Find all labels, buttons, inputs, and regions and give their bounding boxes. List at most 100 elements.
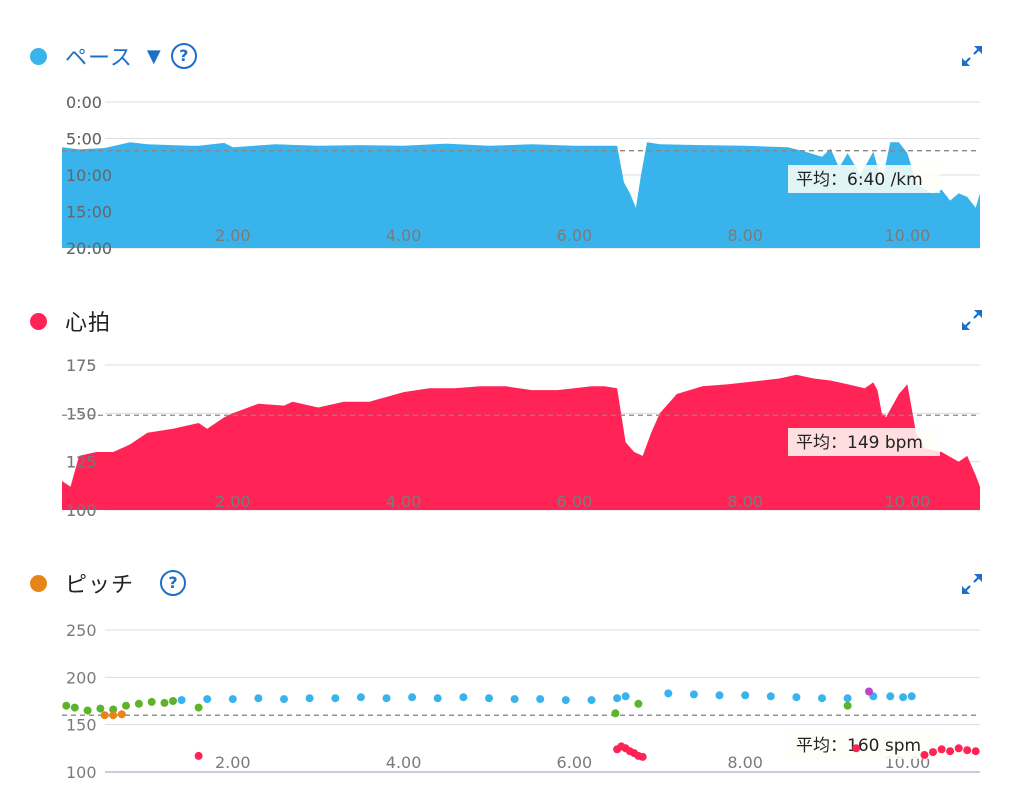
- cadence-point: [83, 706, 92, 715]
- heart-rate-title: 心拍: [65, 311, 112, 336]
- pace-x-tick-label: 10.00: [885, 226, 931, 245]
- cadence-point: [954, 744, 963, 753]
- cadence-point: [177, 696, 186, 705]
- cadence-point: [134, 699, 143, 708]
- pace-panel: ペース ▼ ? 0:005:0010:0015:0020:000:005:001…: [0, 0, 1024, 265]
- cadence-point: [929, 748, 937, 757]
- cadence-point: [331, 694, 340, 703]
- hr-average-label: 平均：149 bpm: [796, 433, 923, 453]
- heart-rate-panel: 心拍 1751501251001751501251002.004.006.008…: [0, 265, 1024, 535]
- expand-icon[interactable]: [960, 308, 984, 332]
- cadence-point: [818, 694, 826, 703]
- pace-x-tick-label: 2.00: [215, 226, 251, 245]
- cadence-point: [109, 705, 118, 714]
- cadence-point: [254, 694, 263, 703]
- pace-title: ペース: [65, 46, 133, 71]
- pace-y-tick-label: 5:00: [66, 130, 102, 149]
- hr-x-tick-label: 4.00: [386, 492, 422, 511]
- expand-icon[interactable]: [960, 572, 984, 596]
- cadence-point: [971, 747, 980, 756]
- cadence-point: [792, 693, 801, 702]
- cadence-point: [510, 695, 519, 704]
- cadence-point: [561, 696, 570, 705]
- cadence-point: [433, 694, 442, 703]
- cadence-point: [96, 704, 105, 713]
- cadence-point: [122, 701, 130, 710]
- cadence-x-tick-label: 4.00: [386, 753, 422, 772]
- hr-y-tick-label-overlay: 100: [66, 501, 97, 520]
- cadence-y-tick-label: 150: [66, 716, 97, 735]
- hr-x-tick-label: 6.00: [557, 492, 593, 511]
- pace-x-tick-label: 8.00: [727, 226, 763, 245]
- cadence-y-tick-label: 200: [66, 668, 97, 687]
- cadence-point: [280, 695, 288, 704]
- cadence-point: [356, 693, 365, 702]
- cadence-y-tick-label: 100: [66, 763, 97, 782]
- cadence-point: [766, 692, 775, 701]
- cadence-point: [843, 701, 852, 710]
- pace-y-tick-label-overlay: 10:00: [66, 166, 112, 185]
- cadence-point: [100, 711, 109, 720]
- cadence-point: [459, 693, 468, 702]
- hr-x-tick-label: 10.00: [885, 492, 931, 511]
- help-circle-icon[interactable]: ?: [170, 43, 197, 69]
- cadence-point: [194, 751, 203, 760]
- cadence-panel: ピッチ ? 250 200 150 100 2.00 4.00 6.00 8.00 10.00 平…: [0, 535, 1024, 807]
- cadence-point: [638, 752, 647, 761]
- cadence-point: [160, 698, 169, 707]
- cadence-point: [203, 695, 212, 704]
- expand-icon[interactable]: [960, 44, 984, 68]
- cadence-point: [689, 690, 698, 699]
- cadence-point: [852, 744, 861, 753]
- cadence-legend-dot: [30, 574, 47, 592]
- cadence-point: [741, 691, 750, 700]
- cadence-point: [843, 694, 852, 703]
- cadence-point: [715, 691, 724, 700]
- hr-x-tick-label: 8.00: [727, 492, 763, 511]
- cadence-x-tick-label: 8.00: [727, 753, 763, 772]
- hr-average-label-bg: [788, 428, 940, 456]
- cadence-point: [886, 692, 895, 701]
- cadence-point: [147, 697, 156, 706]
- cadence-point: [899, 693, 908, 702]
- hr-y-tick-label: 150: [66, 404, 97, 423]
- cadence-point: [169, 697, 177, 705]
- pace-chart: 0:005:0010:0015:0020:000:005:0010:0015:0…: [62, 93, 980, 258]
- heart-rate-header: 心拍: [30, 305, 111, 337]
- cadence-point: [946, 747, 955, 756]
- hr-y-tick-label-overlay: 125: [66, 453, 97, 472]
- help-circle-icon[interactable]: ?: [160, 570, 187, 596]
- cadence-point: [587, 696, 596, 705]
- heart-rate-chart: 1751501251001751501251002.004.006.008.00…: [62, 356, 980, 520]
- cadence-point: [382, 694, 391, 703]
- hr-x-tick-label: 2.00: [215, 492, 251, 511]
- cadence-point: [611, 709, 620, 718]
- cadence-point: [62, 701, 71, 710]
- pace-header: ペース ▼ ?: [30, 40, 197, 72]
- pace-y-tick-label-overlay: 15:00: [66, 203, 112, 222]
- cadence-point: [920, 751, 929, 759]
- pace-y-tick-label-overlay: 5:00: [66, 130, 102, 149]
- cadence-point: [408, 693, 417, 702]
- pace-y-tick-label-overlay: 0:00: [66, 93, 102, 112]
- cadence-point: [536, 695, 545, 704]
- hr-y-tick-label: 175: [66, 356, 97, 375]
- cadence-point: [937, 745, 946, 754]
- cadence-point: [228, 695, 237, 704]
- pace-average-label-bg: [788, 165, 940, 193]
- cadence-point: [485, 694, 493, 703]
- cadence-point: [865, 687, 873, 696]
- cadence-point: [621, 692, 630, 701]
- cadence-title: ピッチ: [65, 573, 135, 598]
- pace-y-tick-label-overlay: 20:00: [66, 239, 112, 258]
- pace-x-tick-label: 6.00: [557, 226, 593, 245]
- cadence-point: [70, 703, 79, 712]
- caret-down-icon[interactable]: ▼: [146, 45, 161, 67]
- pace-legend-dot: [30, 47, 47, 65]
- cadence-point: [664, 689, 673, 698]
- cadence-y-tick-label: 250: [66, 621, 97, 640]
- cadence-header: ピッチ ?: [30, 567, 187, 599]
- pace-x-tick-label: 4.00: [386, 226, 422, 245]
- pace-y-tick-label: 0:00: [66, 93, 102, 112]
